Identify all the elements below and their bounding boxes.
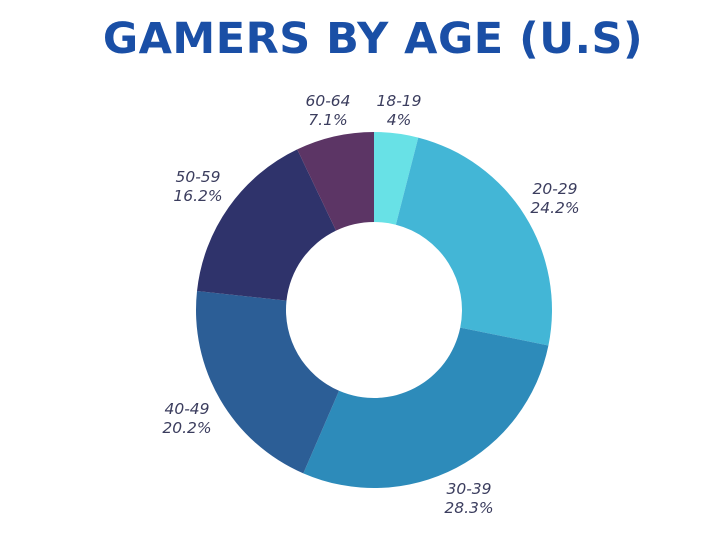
slice-category: 50-59 [175,168,221,186]
slice-value: 20.2% [162,419,212,437]
slice-label-60-64: 60-64 7.1% [293,92,363,130]
slice-50-59 [197,149,337,301]
slice-value: 24.2% [530,199,580,217]
slice-18-19 [374,132,419,225]
slice-category: 18-19 [376,92,422,110]
slice-value: 16.2% [173,187,223,205]
slice-label-40-49: 40-49 20.2% [152,400,222,438]
slice-value: 7.1% [308,111,348,129]
slice-40-49 [196,291,340,474]
slice-20-29 [395,137,552,346]
slice-category: 60-64 [305,92,351,110]
slice-label-50-59: 50-59 16.2% [163,168,233,206]
slice-30-39 [303,327,549,488]
chart-title: GAMERS BY AGE (U.S) [102,14,644,64]
slice-value: 4% [386,111,412,129]
slice-60-64 [297,132,374,231]
slice-value: 28.3% [444,499,494,517]
slice-category: 40-49 [164,400,210,418]
slice-label-30-39: 30-39 28.3% [434,480,504,518]
slice-category: 30-39 [446,480,492,498]
slice-label-20-29: 20-29 24.2% [520,180,590,218]
slice-label-18-19: 18-19 4% [364,92,434,130]
slice-category: 20-29 [532,180,578,198]
